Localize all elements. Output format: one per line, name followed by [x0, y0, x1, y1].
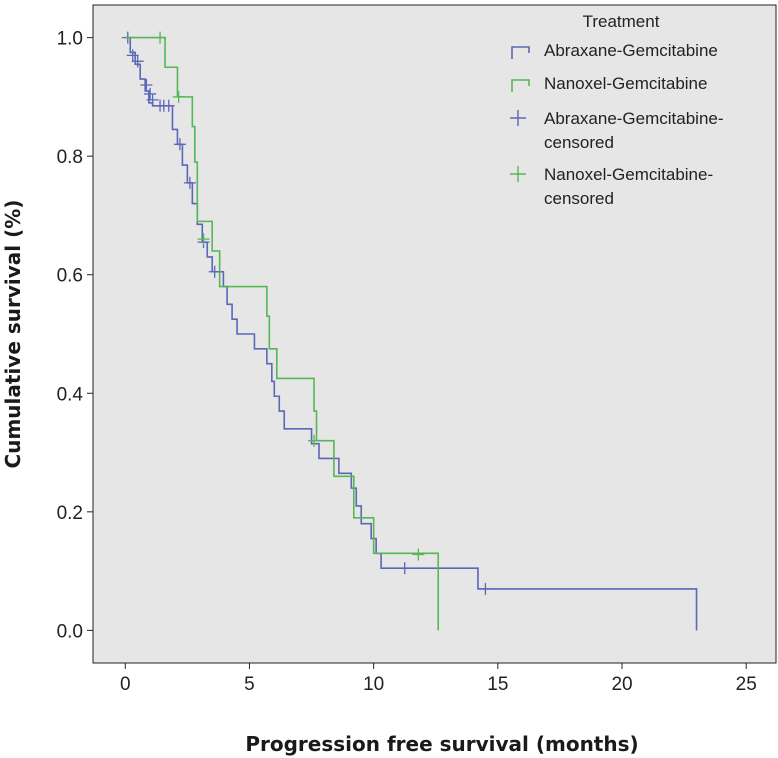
x-tick-label: 25 [736, 674, 757, 695]
censor-mark [479, 582, 492, 595]
x-tick-label: 5 [244, 674, 255, 695]
x-tick-label: 0 [120, 674, 131, 695]
censor-mark [172, 90, 185, 103]
censor-mark [146, 93, 159, 106]
censor-mark [183, 176, 196, 189]
x-tick-label: 15 [487, 674, 508, 695]
legend-label: Nanoxel-Gemcitabine- [544, 165, 713, 184]
y-axis-title: Cumulative survival (%) [1, 200, 25, 469]
censor-mark [154, 31, 167, 44]
legend-swatch [510, 166, 526, 182]
legend-swatch [511, 79, 530, 92]
x-tick-label: 20 [611, 674, 632, 695]
y-tick-label: 1.0 [57, 29, 83, 50]
censor-mark [131, 55, 144, 68]
y-tick-label: 0.6 [57, 266, 83, 287]
y-tick-label: 0.8 [57, 147, 83, 168]
y-tick-label: 0.2 [57, 503, 83, 524]
censor-mark [412, 548, 425, 561]
x-axis-title: Progression free survival (months) [245, 732, 638, 756]
y-tick-label: 0.4 [57, 384, 84, 405]
legend-entry: Nanoxel-Gemcitabine-censored [510, 165, 713, 208]
censor-mark [398, 562, 411, 575]
censor-mark [144, 87, 157, 100]
legend-label: Nanoxel-Gemcitabine [544, 74, 707, 93]
plot-background [92, 4, 777, 664]
censor-mark [173, 138, 186, 151]
y-axis: 0.0 0.2 0.4 0.6 0.8 1.0 [57, 29, 93, 642]
legend-title: Treatment [583, 12, 660, 31]
legend-label: Abraxane-Gemcitabine- [544, 109, 724, 128]
legend-swatch [510, 110, 526, 126]
censor-mark [162, 99, 175, 112]
x-tick-label: 10 [363, 674, 384, 695]
censor-mark [197, 233, 210, 246]
series-line [125, 36, 440, 631]
legend: Treatment Abraxane-Gemcitabine Nanoxel-Ge… [510, 12, 724, 208]
censor-mark [126, 49, 139, 62]
series-layer [121, 31, 698, 631]
legend-entry: Abraxane-Gemcitabine-censored [510, 109, 724, 152]
legend-label: Abraxane-Gemcitabine [544, 41, 718, 60]
censor-mark [140, 79, 153, 92]
legend-label: censored [544, 133, 614, 152]
censor-mark [208, 265, 221, 278]
series-1 [125, 31, 440, 631]
y-tick-label: 0.0 [57, 621, 83, 642]
legend-entry: Nanoxel-Gemcitabine [511, 74, 707, 93]
legend-swatch [511, 46, 530, 59]
censor-mark [308, 434, 321, 447]
legend-entry: Abraxane-Gemcitabine [511, 41, 718, 60]
x-axis: 0 5 10 15 20 25 [120, 663, 757, 695]
legend-label: censored [544, 189, 614, 208]
